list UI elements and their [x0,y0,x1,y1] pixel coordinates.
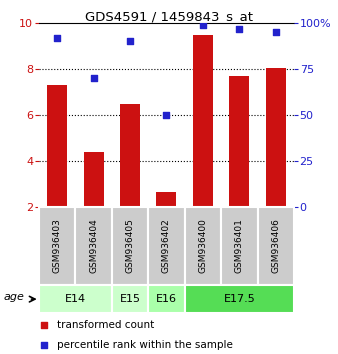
Bar [83,152,103,207]
Bar [75,207,112,285]
Point [200,22,206,28]
Bar [185,207,221,285]
Text: GSM936403: GSM936403 [53,218,62,274]
Text: GSM936405: GSM936405 [125,218,135,274]
Bar [47,85,67,207]
Point [41,342,47,348]
Bar [230,76,249,207]
Text: GSM936402: GSM936402 [162,219,171,273]
Text: GSM936406: GSM936406 [271,218,280,274]
Point [127,39,133,44]
Bar [112,207,148,285]
Bar [193,34,213,207]
Text: E15: E15 [120,294,141,304]
Text: transformed count: transformed count [57,320,154,330]
Text: percentile rank within the sample: percentile rank within the sample [57,340,233,350]
Point [91,75,96,81]
Text: GSM936404: GSM936404 [89,219,98,273]
Bar [185,285,294,313]
Bar [258,207,294,285]
Bar [266,68,286,207]
Point [54,35,60,41]
Bar [120,104,140,207]
Text: GDS4591 / 1459843_s_at: GDS4591 / 1459843_s_at [85,10,253,23]
Text: E14: E14 [65,294,86,304]
Point [41,322,47,328]
Text: E16: E16 [156,294,177,304]
Text: age: age [3,292,24,302]
Bar [39,207,75,285]
Bar [112,285,148,313]
Point [273,29,279,35]
Bar [156,192,176,207]
Bar [148,207,185,285]
Bar [221,207,258,285]
Bar [148,285,185,313]
Text: GSM936400: GSM936400 [198,218,208,274]
Bar [39,285,112,313]
Text: E17.5: E17.5 [223,294,255,304]
Point [237,26,242,32]
Text: GSM936401: GSM936401 [235,218,244,274]
Point [164,112,169,118]
